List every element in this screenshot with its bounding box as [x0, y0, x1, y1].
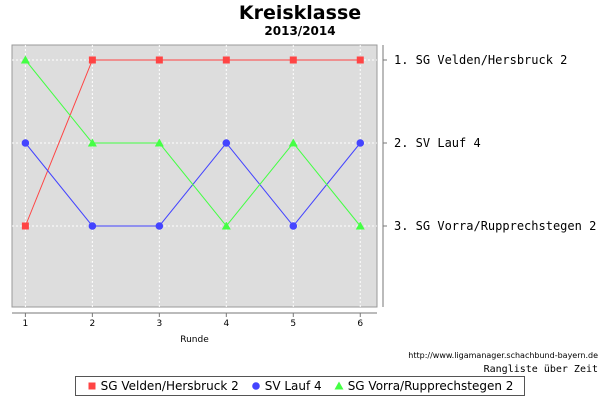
legend-marker	[334, 381, 344, 390]
chart-title: Kreisklasse	[238, 2, 362, 24]
source-url: http://www.ligamanager.schachbund-bayern…	[408, 351, 598, 360]
data-point	[155, 56, 163, 64]
chart-subtitle: 2013/2014	[264, 24, 336, 38]
data-point	[21, 139, 30, 147]
x-tick-label: 5	[290, 319, 296, 329]
data-point	[155, 222, 164, 230]
chart-caption: Rangliste über Zeit	[483, 364, 598, 375]
legend-label: SG Vorra/Rupprechstegen 2	[347, 379, 514, 393]
legend-marker	[88, 382, 96, 390]
x-tick-label: 3	[156, 319, 162, 329]
data-point	[20, 55, 30, 64]
legend-label: SV Lauf 4	[264, 379, 322, 393]
rank-label: 3. SG Vorra/Rupprechstegen 2	[394, 219, 596, 233]
x-tick-label: 4	[223, 319, 229, 329]
data-point	[356, 139, 365, 147]
data-point	[221, 221, 231, 230]
data-point	[87, 138, 97, 147]
x-tick-label: 6	[357, 319, 363, 329]
series-line	[25, 59, 361, 227]
data-point	[222, 56, 230, 64]
data-point	[222, 139, 231, 147]
legend-item: SG Velden/Hersbruck 2	[87, 379, 239, 393]
x-tick-label: 2	[89, 319, 95, 329]
legend-marker	[251, 382, 260, 390]
data-point	[356, 56, 364, 64]
data-point	[88, 56, 96, 64]
data-point	[288, 138, 298, 147]
data-point	[355, 221, 365, 230]
data-point	[289, 56, 297, 64]
series-line	[24, 59, 361, 227]
rank-label: 1. SG Velden/Hersbruck 2	[394, 53, 567, 67]
data-point	[154, 138, 164, 147]
rank-label: 2. SV Lauf 4	[394, 136, 481, 150]
legend-marker-shape	[251, 382, 260, 390]
x-tick-label: 1	[23, 319, 29, 329]
legend-marker-shape	[334, 381, 344, 390]
legend: SG Velden/Hersbruck 2 SV Lauf 4 SG Vorra/R…	[75, 376, 525, 396]
legend-item: SG Vorra/Rupprechstegen 2	[334, 379, 514, 393]
data-point	[21, 222, 29, 230]
data-point	[88, 222, 97, 230]
plot-area	[11, 44, 378, 308]
series-3	[20, 55, 365, 230]
x-axis-label: Runde	[180, 335, 209, 345]
legend-marker-shape	[88, 382, 96, 390]
legend-item: SV Lauf 4	[251, 379, 322, 393]
series-1	[21, 56, 364, 230]
data-point	[289, 222, 298, 230]
legend-label: SG Velden/Hersbruck 2	[100, 379, 239, 393]
